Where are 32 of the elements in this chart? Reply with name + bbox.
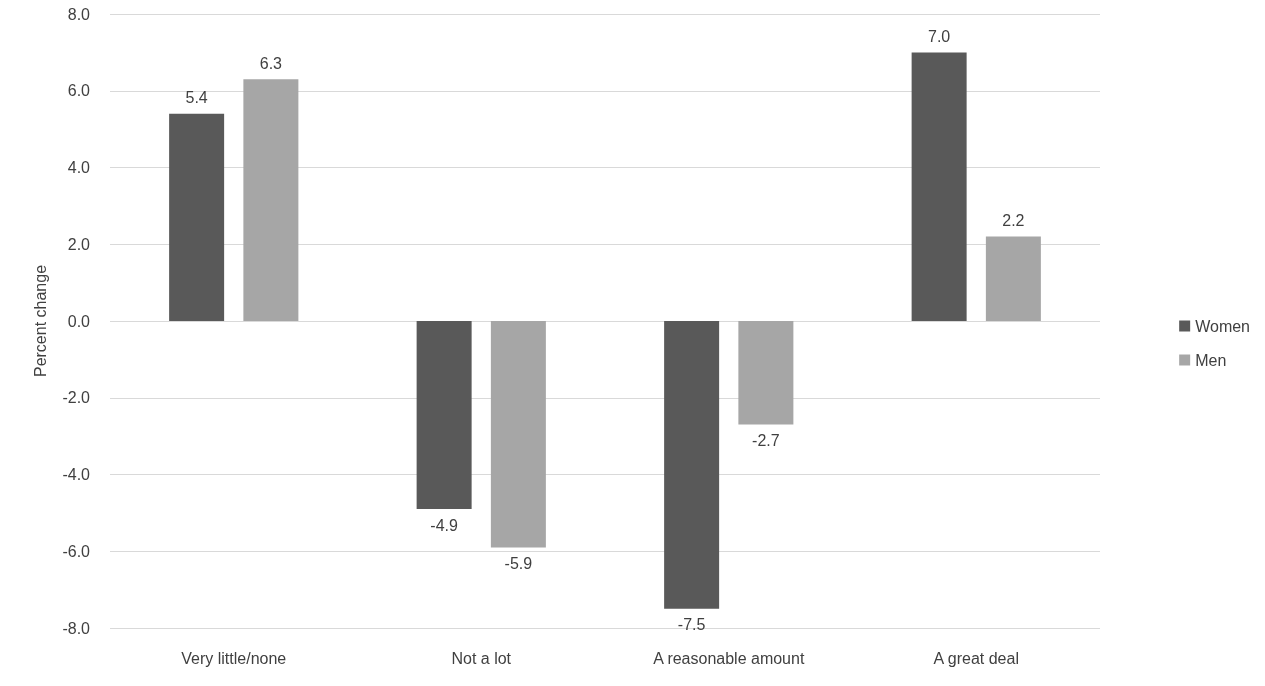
bar — [985, 236, 1041, 321]
data-label: -2.7 — [752, 432, 780, 450]
x-tick-label: Very little/none — [181, 649, 287, 667]
y-tick-label: -4.0 — [62, 466, 91, 483]
bar — [911, 52, 967, 321]
data-label: -5.9 — [504, 554, 533, 572]
x-tick-label: Not a lot — [451, 649, 512, 667]
y-tick-label: -2.0 — [62, 389, 91, 407]
y-tick-label: 4.0 — [67, 159, 91, 176]
bar — [738, 321, 794, 425]
data-label: 7.0 — [928, 27, 951, 45]
x-tick-label: A great deal — [933, 649, 1019, 667]
bar — [490, 321, 546, 548]
y-tick-label: 6.0 — [67, 82, 91, 100]
y-tick-label: -8.0 — [62, 619, 91, 637]
y-tick-label: 8.0 — [67, 5, 91, 23]
legend-label: Men — [1195, 351, 1227, 369]
x-tick-label: A reasonable amount — [653, 649, 805, 667]
bar — [169, 113, 225, 321]
data-label: 5.4 — [185, 89, 208, 107]
legend-label: Women — [1195, 317, 1251, 335]
data-label: -7.5 — [677, 616, 706, 634]
bar — [664, 321, 720, 609]
bar — [243, 79, 299, 321]
data-label: -4.9 — [430, 516, 459, 534]
y-tick-label: -6.0 — [62, 542, 91, 560]
y-tick-label: 2.0 — [67, 235, 91, 253]
data-label: 2.2 — [1002, 212, 1025, 230]
y-tick-label: 0.0 — [67, 312, 91, 330]
y-axis-title: Percent change — [31, 264, 49, 378]
data-label: 6.3 — [259, 54, 283, 72]
bar — [416, 321, 472, 510]
